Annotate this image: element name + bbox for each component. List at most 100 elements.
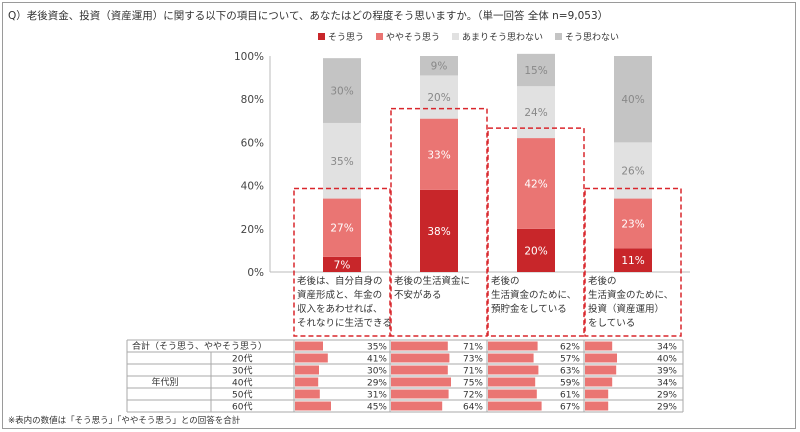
table-value: 61% bbox=[560, 391, 580, 401]
legend-label: そう思わない bbox=[565, 33, 620, 43]
legend-swatch bbox=[555, 33, 563, 40]
table-bar bbox=[585, 389, 609, 399]
table-bar bbox=[488, 341, 538, 351]
table-bar bbox=[295, 341, 323, 351]
data-label: 27% bbox=[330, 223, 353, 235]
category-label: 老後の bbox=[491, 275, 520, 287]
table-bar bbox=[295, 389, 320, 399]
table-value: 64% bbox=[463, 403, 483, 413]
table-bar bbox=[585, 353, 617, 363]
table-value: 34% bbox=[657, 343, 677, 353]
table-value: 30% bbox=[367, 367, 387, 377]
table-value: 29% bbox=[657, 403, 677, 413]
table-value: 31% bbox=[367, 391, 387, 401]
table-value: 73% bbox=[463, 355, 483, 365]
table-value: 75% bbox=[463, 379, 483, 389]
bar-segment bbox=[614, 56, 652, 143]
table-value: 39% bbox=[657, 367, 677, 377]
bar-segment bbox=[517, 138, 555, 229]
highlight-box bbox=[390, 107, 488, 337]
legend-item: あまりそう思わない bbox=[452, 30, 543, 43]
table-value: 34% bbox=[657, 379, 677, 389]
legend-item: そう思わない bbox=[555, 30, 619, 43]
table-bar bbox=[488, 365, 539, 375]
table-value: 57% bbox=[560, 355, 580, 365]
table-value: 63% bbox=[560, 367, 580, 377]
data-label: 15% bbox=[524, 65, 547, 77]
table-bar bbox=[488, 401, 542, 411]
table-value: 35% bbox=[367, 343, 387, 353]
table-row-label: 50代 bbox=[232, 390, 252, 401]
table-bar bbox=[391, 377, 451, 387]
category-label: 生活資金のために、 bbox=[491, 289, 576, 301]
table-row-label: 20代 bbox=[232, 354, 252, 365]
table-value: 41% bbox=[367, 355, 387, 365]
data-label: 20% bbox=[524, 245, 547, 257]
data-label: 23% bbox=[621, 218, 644, 230]
table-bar bbox=[391, 341, 448, 351]
table-total-label: 合計（そう思う、ややそう思う） bbox=[132, 340, 267, 352]
table-bar bbox=[585, 365, 617, 375]
data-label: 38% bbox=[427, 226, 450, 238]
question-text: Q）老後資金、投資（資産運用）に関する以下の項目について、あなたはどの程度そう思… bbox=[8, 10, 609, 22]
table-bar bbox=[391, 365, 448, 375]
legend-swatch bbox=[376, 33, 384, 40]
bar-segment bbox=[323, 58, 361, 123]
table-bar bbox=[391, 401, 443, 411]
bar-segment bbox=[517, 228, 555, 272]
data-label: 20% bbox=[427, 92, 450, 104]
data-label: 42% bbox=[524, 178, 547, 190]
category-label: 資産形成と、年金の bbox=[297, 289, 382, 301]
chart-legend: そう思う ややそう思う あまりそう思わない そう思わない bbox=[318, 30, 619, 43]
table-bar bbox=[295, 365, 319, 375]
table-bar bbox=[295, 401, 331, 411]
table-value: 29% bbox=[367, 379, 387, 389]
category-label: 収入をあわせれば、 bbox=[297, 303, 383, 315]
table-bar bbox=[295, 353, 328, 363]
legend-swatch bbox=[318, 33, 325, 40]
category-label: それなりに生活できる bbox=[297, 317, 392, 329]
legend-swatch bbox=[452, 33, 460, 40]
table-bar bbox=[488, 353, 534, 363]
table-bar bbox=[585, 341, 613, 351]
table-value: 40% bbox=[657, 355, 677, 365]
highlight-box bbox=[487, 127, 585, 337]
table-value: 71% bbox=[463, 343, 483, 353]
table-value: 71% bbox=[463, 367, 483, 377]
bar-segment bbox=[614, 248, 652, 272]
footnote: ※表内の数値は「そう思う」「ややそう思う」との回答を合計 bbox=[8, 416, 241, 426]
table-value: 45% bbox=[367, 403, 387, 413]
y-tick-label: 80% bbox=[241, 94, 264, 106]
legend-item: ややそう思う bbox=[376, 30, 440, 43]
table-value: 67% bbox=[560, 403, 580, 413]
legend-label: そう思う bbox=[328, 33, 365, 43]
data-label: 11% bbox=[621, 255, 644, 267]
category-label: 生活資金のために、 bbox=[588, 289, 673, 301]
bar-segment bbox=[420, 56, 458, 76]
category-label: 預貯金をしている bbox=[491, 303, 567, 315]
legend-label: あまりそう思わない bbox=[462, 33, 544, 43]
category-label: 不安がある bbox=[394, 289, 442, 301]
bar-segment bbox=[323, 198, 361, 257]
bar-segment bbox=[517, 53, 555, 87]
category-label: 老後の生活資金に bbox=[394, 275, 470, 287]
bar-segment bbox=[517, 86, 555, 139]
table-bar bbox=[391, 353, 450, 363]
highlight-box bbox=[293, 187, 391, 337]
table-row-label: 60代 bbox=[232, 402, 252, 413]
table-value: 59% bbox=[560, 379, 580, 389]
y-tick-label: 0% bbox=[247, 267, 264, 279]
table-group-label: 年代別 bbox=[151, 376, 178, 388]
category-label: 老後は、自分自身の bbox=[297, 275, 383, 287]
legend-label: ややそう思う bbox=[386, 33, 441, 43]
legend-item: そう思う bbox=[318, 30, 364, 43]
table-value: 72% bbox=[463, 391, 483, 401]
bar-segment bbox=[420, 189, 458, 272]
data-label: 7% bbox=[334, 259, 351, 271]
data-label: 26% bbox=[621, 165, 644, 177]
y-tick-label: 40% bbox=[241, 181, 264, 193]
table-bar bbox=[488, 389, 537, 399]
table-row-label: 40代 bbox=[232, 378, 252, 389]
